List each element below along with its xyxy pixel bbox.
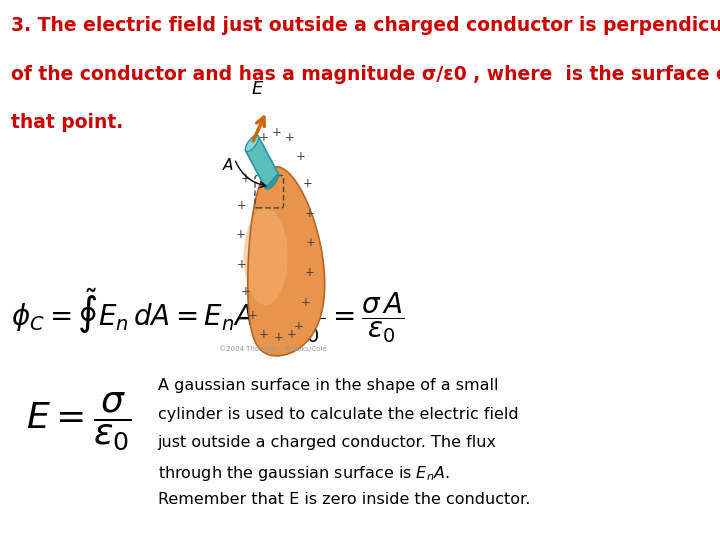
Text: +: + xyxy=(284,131,294,144)
Text: +: + xyxy=(305,207,315,220)
Text: +: + xyxy=(303,177,312,190)
Text: $E$: $E$ xyxy=(251,79,264,98)
Text: $A$: $A$ xyxy=(222,157,234,173)
Text: $E = \dfrac{\sigma}{\varepsilon_0}$: $E = \dfrac{\sigma}{\varepsilon_0}$ xyxy=(26,390,132,452)
Text: through the gaussian surface is $E_nA$.: through the gaussian surface is $E_nA$. xyxy=(158,464,449,483)
Text: +: + xyxy=(274,331,284,344)
Text: +: + xyxy=(246,147,256,160)
Text: Remember that E is zero inside the conductor.: Remember that E is zero inside the condu… xyxy=(158,492,530,508)
Text: that point.: that point. xyxy=(11,113,123,132)
Text: +: + xyxy=(259,328,269,341)
Text: $\phi_C = \tilde{\oint} E_n\, dA = E_n A = \dfrac{q_{in}}{\varepsilon_0} = \dfra: $\phi_C = \tilde{\oint} E_n\, dA = E_n A… xyxy=(11,287,405,345)
Text: +: + xyxy=(237,199,247,212)
Text: +: + xyxy=(295,150,305,163)
Text: +: + xyxy=(301,296,311,309)
Text: +: + xyxy=(259,131,269,144)
Text: A gaussian surface in the shape of a small: A gaussian surface in the shape of a sma… xyxy=(158,378,498,393)
Text: +: + xyxy=(305,266,315,279)
Text: 3. The electric field just outside a charged conductor is perpendicular to the s: 3. The electric field just outside a cha… xyxy=(11,16,720,35)
Polygon shape xyxy=(243,208,287,305)
Text: ©2004 Thomson - Brooks/Cole: ©2004 Thomson - Brooks/Cole xyxy=(219,346,327,352)
Polygon shape xyxy=(265,173,279,189)
Text: +: + xyxy=(271,126,282,139)
Text: of the conductor and has a magnitude σ/ε0 , where  is the surface charge density: of the conductor and has a magnitude σ/ε… xyxy=(11,65,720,84)
Text: +: + xyxy=(287,328,296,341)
Text: +: + xyxy=(240,285,251,298)
Text: +: + xyxy=(306,237,315,249)
Text: just outside a charged conductor. The flux: just outside a charged conductor. The fl… xyxy=(158,435,497,450)
Text: +: + xyxy=(294,320,304,333)
Text: +: + xyxy=(248,309,258,322)
Polygon shape xyxy=(246,135,258,152)
Polygon shape xyxy=(246,136,278,188)
Text: +: + xyxy=(237,258,247,271)
Text: +: + xyxy=(236,228,246,241)
Text: +: + xyxy=(240,172,251,185)
Polygon shape xyxy=(248,167,325,356)
Text: cylinder is used to calculate the electric field: cylinder is used to calculate the electr… xyxy=(158,407,518,422)
